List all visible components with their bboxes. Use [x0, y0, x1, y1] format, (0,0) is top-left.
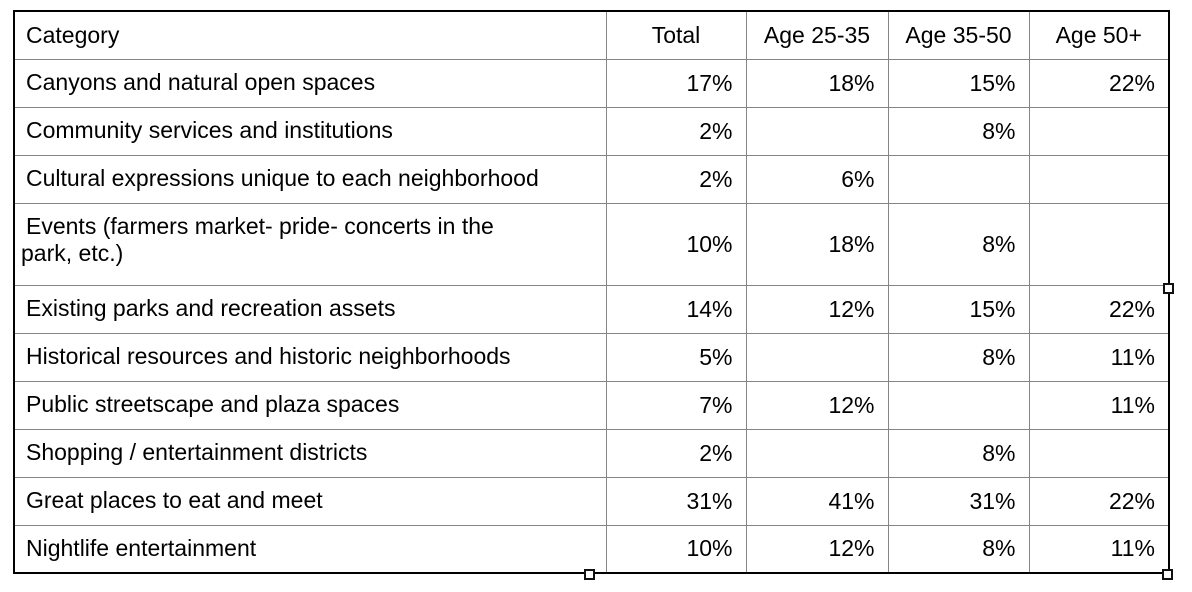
category-cell[interactable]: Great places to eat and meet: [13, 476, 607, 526]
value-cell[interactable]: [887, 380, 1030, 430]
value-cell[interactable]: [1028, 202, 1170, 286]
value-cell[interactable]: 22%: [1028, 58, 1170, 108]
category-cell[interactable]: Canyons and natural open spaces: [13, 58, 607, 108]
value-cell[interactable]: 7%: [605, 380, 747, 430]
value-cell[interactable]: 11%: [1028, 524, 1170, 574]
resize-handle-bottom-center[interactable]: [584, 569, 595, 580]
table-row: Community services and institutions 2% 8%: [13, 106, 1170, 156]
value-cell[interactable]: [745, 332, 889, 382]
table-row: Great places to eat and meet 31% 41% 31% 22%: [13, 476, 1170, 526]
resize-handle-right-middle[interactable]: [1163, 283, 1174, 294]
value-cell[interactable]: 8%: [887, 202, 1030, 286]
value-cell[interactable]: 41%: [745, 476, 889, 526]
category-cell[interactable]: Community services and institutions: [13, 106, 607, 156]
table-header-row: Category Total Age 25-35 Age 35-50 Age 50+: [13, 10, 1170, 60]
value-cell[interactable]: 6%: [745, 154, 889, 204]
value-cell[interactable]: 8%: [887, 428, 1030, 478]
column-header-category[interactable]: Category: [13, 10, 607, 60]
column-header-age-50[interactable]: Age 50+: [1028, 10, 1170, 60]
value-cell[interactable]: 8%: [887, 332, 1030, 382]
category-cell[interactable]: Events (farmers market- pride- concerts …: [13, 202, 607, 286]
value-cell[interactable]: 8%: [887, 524, 1030, 574]
value-cell[interactable]: 2%: [605, 154, 747, 204]
value-cell[interactable]: 22%: [1028, 284, 1170, 334]
table-row: Nightlife entertainment 10% 12% 8% 11%: [13, 524, 1170, 574]
value-cell[interactable]: 12%: [745, 284, 889, 334]
value-cell[interactable]: 22%: [1028, 476, 1170, 526]
value-cell[interactable]: [1028, 428, 1170, 478]
value-cell[interactable]: 8%: [887, 106, 1030, 156]
value-cell[interactable]: [887, 154, 1030, 204]
value-cell[interactable]: 12%: [745, 380, 889, 430]
table-row: Events (farmers market- pride- concerts …: [13, 202, 1170, 286]
value-cell[interactable]: 17%: [605, 58, 747, 108]
value-cell[interactable]: 31%: [605, 476, 747, 526]
category-cell[interactable]: Historical resources and historic neighb…: [13, 332, 607, 382]
value-cell[interactable]: 31%: [887, 476, 1030, 526]
value-cell[interactable]: 18%: [745, 202, 889, 286]
table-row: Cultural expressions unique to each neig…: [13, 154, 1170, 204]
table-row: Public streetscape and plaza spaces 7% 12%…: [13, 380, 1170, 430]
value-cell[interactable]: [1028, 154, 1170, 204]
value-cell[interactable]: 2%: [605, 106, 747, 156]
value-cell[interactable]: 10%: [605, 524, 747, 574]
table-row: Shopping / entertainment districts 2% 8%: [13, 428, 1170, 478]
value-cell[interactable]: 11%: [1028, 332, 1170, 382]
table-row: Existing parks and recreation assets 14% 1…: [13, 284, 1170, 334]
category-cell[interactable]: Shopping / entertainment districts: [13, 428, 607, 478]
column-header-total[interactable]: Total: [605, 10, 747, 60]
value-cell[interactable]: [745, 106, 889, 156]
value-cell[interactable]: 15%: [887, 284, 1030, 334]
category-cell[interactable]: Cultural expressions unique to each neig…: [13, 154, 607, 204]
category-cell[interactable]: Nightlife entertainment: [13, 524, 607, 574]
value-cell[interactable]: 11%: [1028, 380, 1170, 430]
table-row: Historical resources and historic neighb…: [13, 332, 1170, 382]
resize-handle-bottom-right[interactable]: [1162, 569, 1173, 580]
table-body: Canyons and natural open spaces 17% 18% 15%…: [13, 58, 1170, 574]
column-header-age-35-50[interactable]: Age 35-50: [887, 10, 1030, 60]
table-row: Canyons and natural open spaces 17% 18% 15%…: [13, 58, 1170, 108]
value-cell[interactable]: [745, 428, 889, 478]
column-header-age-25-35[interactable]: Age 25-35: [745, 10, 889, 60]
value-cell[interactable]: 5%: [605, 332, 747, 382]
value-cell[interactable]: [1028, 106, 1170, 156]
value-cell[interactable]: 2%: [605, 428, 747, 478]
value-cell[interactable]: 10%: [605, 202, 747, 286]
category-cell[interactable]: Existing parks and recreation assets: [13, 284, 607, 334]
value-cell[interactable]: 18%: [745, 58, 889, 108]
value-cell[interactable]: 12%: [745, 524, 889, 574]
value-cell[interactable]: 15%: [887, 58, 1030, 108]
value-cell[interactable]: 14%: [605, 284, 747, 334]
category-cell[interactable]: Public streetscape and plaza spaces: [13, 380, 607, 430]
survey-results-table: Category Total Age 25-35 Age 35-50 Age 50+ C…: [13, 10, 1170, 574]
